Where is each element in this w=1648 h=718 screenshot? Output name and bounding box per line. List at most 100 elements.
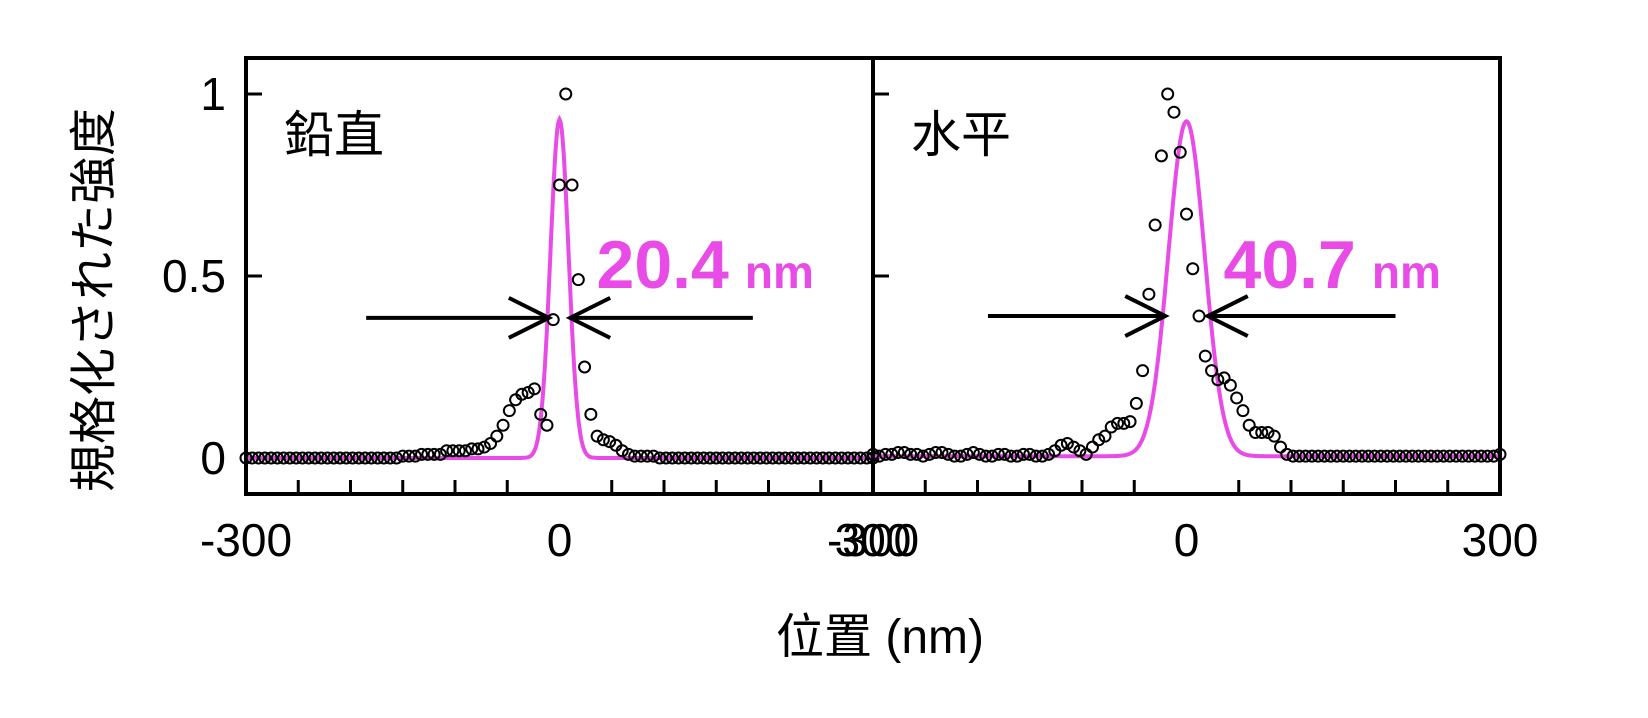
data-point [1223, 378, 1237, 392]
data-point [935, 446, 949, 460]
x-tick-label: 300 [835, 514, 912, 566]
data-point [1230, 391, 1244, 405]
data-point [364, 451, 378, 465]
data-point [446, 444, 460, 458]
data-point [571, 273, 585, 287]
panel-label: 水平 [911, 107, 1011, 163]
data-point [421, 447, 435, 461]
data-point [941, 447, 955, 461]
data-point [1242, 418, 1256, 432]
data-point [1255, 426, 1269, 440]
data-point [797, 451, 811, 465]
data-point [321, 451, 335, 465]
data-point [346, 451, 360, 465]
data-point [1123, 415, 1137, 429]
data-point [822, 451, 836, 465]
data-point [1129, 396, 1143, 410]
data-point [678, 451, 692, 465]
data-point [314, 451, 328, 465]
data-point [1274, 440, 1288, 454]
data-point [521, 385, 535, 399]
data-point [389, 451, 403, 465]
data-point [1324, 449, 1338, 463]
data-point [966, 446, 980, 460]
data-point [672, 451, 686, 465]
x-tick-label: 0 [1174, 514, 1200, 566]
data-point [553, 178, 566, 192]
data-point [791, 451, 805, 465]
y-tick-label: 0 [200, 432, 226, 484]
data-point [1236, 404, 1250, 418]
data-point [1136, 364, 1150, 378]
data-point [534, 407, 548, 421]
x-axis-label: 位置 (nm) [776, 611, 984, 664]
fwhm-value: 40.7 nm [1224, 227, 1441, 303]
data-point [383, 451, 397, 465]
data-point [1405, 449, 1419, 463]
data-point [872, 449, 886, 463]
data-point [778, 451, 792, 465]
data-point [515, 387, 529, 401]
data-point [948, 449, 962, 463]
data-point [628, 449, 642, 463]
data-point [252, 451, 266, 465]
data-point [1317, 449, 1331, 463]
data-point [772, 451, 786, 465]
data-point [847, 451, 861, 465]
data-point [1167, 105, 1181, 119]
data-point [985, 449, 999, 463]
data-point [1198, 349, 1212, 363]
data-point [239, 451, 253, 465]
data-point [358, 451, 372, 465]
data-point [1449, 449, 1463, 463]
data-point [684, 451, 698, 465]
data-point [728, 451, 742, 465]
data-point [1010, 449, 1024, 463]
y-tick-label: 1 [200, 68, 226, 120]
data-point [1349, 449, 1363, 463]
data-point [904, 447, 918, 461]
data-point [1399, 449, 1413, 463]
data-point [866, 447, 880, 461]
panel-label: 鉛直 [284, 107, 384, 163]
data-point [1374, 449, 1388, 463]
data-point [1067, 440, 1081, 454]
data-point [759, 451, 773, 465]
data-point [929, 446, 943, 460]
data-point [452, 444, 466, 458]
data-point [1092, 433, 1106, 447]
data-point [1330, 449, 1344, 463]
fwhm-arrowhead-left [1124, 294, 1170, 338]
data-point [433, 447, 447, 461]
data-point [496, 418, 510, 432]
data-point [440, 444, 454, 458]
data-point [734, 451, 748, 465]
data-point [1248, 426, 1262, 440]
data-point [339, 451, 353, 465]
data-point [709, 451, 723, 465]
fwhm-arrowhead-right [1203, 294, 1249, 338]
data-point [1480, 449, 1494, 463]
data-point [665, 451, 679, 465]
data-point [1142, 287, 1156, 301]
data-point [640, 449, 654, 463]
data-point [1380, 449, 1394, 463]
data-point [603, 435, 617, 449]
data-point [722, 451, 736, 465]
data-point [816, 451, 830, 465]
data-point [690, 451, 704, 465]
data-point [1023, 447, 1037, 461]
data-point [621, 447, 635, 461]
data-point [327, 451, 341, 465]
data-point [979, 449, 993, 463]
data-point [1085, 440, 1099, 454]
data-point [766, 451, 780, 465]
data-point [596, 433, 610, 447]
data-point [991, 447, 1005, 461]
data-point [1016, 447, 1030, 461]
data-point [716, 451, 730, 465]
data-point [502, 404, 516, 418]
data-point [1368, 449, 1382, 463]
data-point [1267, 429, 1281, 443]
